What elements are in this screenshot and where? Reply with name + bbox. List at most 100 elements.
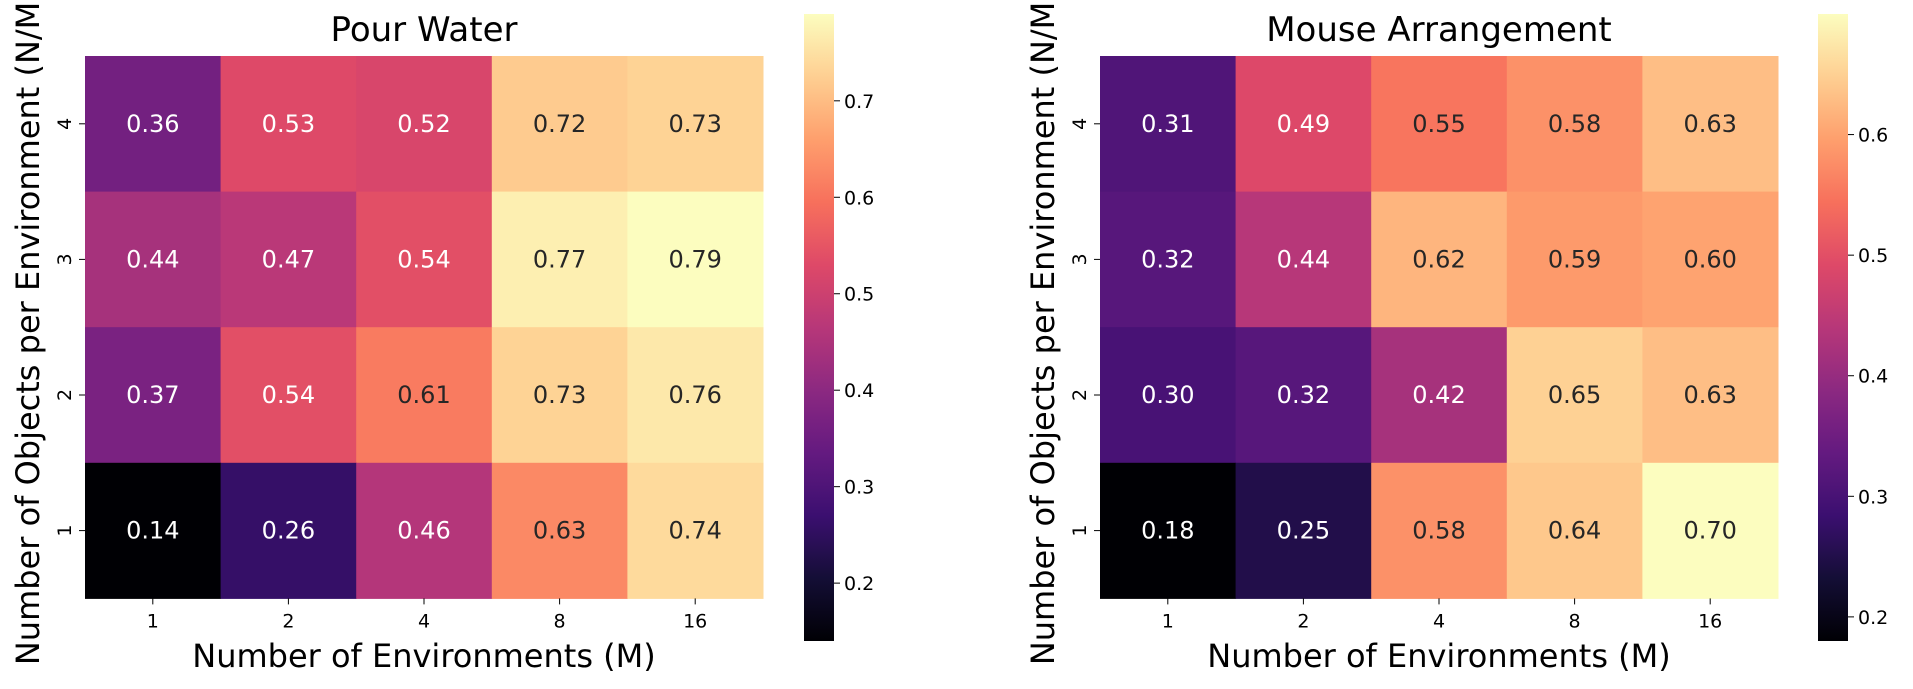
y-axis-label: Number of Objects per Environment (N/M): [1024, 0, 1062, 665]
cell-value-label: 0.37: [126, 381, 179, 409]
heatmap-cell: [1506, 56, 1643, 193]
cell-value-label: 0.52: [397, 110, 450, 138]
cell-value-label: 0.58: [1412, 517, 1465, 545]
x-tick-label: 1: [147, 610, 159, 632]
heatmap-cell: [1371, 327, 1508, 464]
heatmap-cell: [356, 191, 493, 328]
y-tick-label: 3: [1069, 253, 1091, 265]
colorbar-tick-label: 0.7: [844, 91, 874, 113]
cell-value-label: 0.63: [1683, 381, 1736, 409]
colorbar: [804, 14, 834, 641]
y-tick-label: 2: [1069, 389, 1091, 401]
heatmap-cell: [1506, 191, 1643, 328]
y-tick-label: 1: [1069, 525, 1091, 537]
cell-value-label: 0.25: [1277, 517, 1330, 545]
colorbar-tick-label: 0.5: [1858, 245, 1888, 267]
heatmap-cell: [1235, 327, 1372, 464]
colorbar-tick-label: 0.6: [844, 187, 874, 209]
cell-value-label: 0.30: [1141, 381, 1194, 409]
colorbar-tick-label: 0.3: [1858, 486, 1888, 508]
heatmap-cell: [627, 462, 764, 599]
heatmap-cell: [220, 56, 357, 193]
y-axis-label: Number of Objects per Environment (N/M): [9, 0, 47, 665]
heatmap-cell: [356, 56, 493, 193]
cell-value-label: 0.63: [533, 517, 586, 545]
cell-value-label: 0.77: [533, 245, 586, 273]
heatmap-cell: [1642, 327, 1779, 464]
cell-value-label: 0.31: [1141, 110, 1194, 138]
cell-value-label: 0.47: [262, 245, 315, 273]
heatmap-cell: [1235, 191, 1372, 328]
heatmap-cell: [1100, 327, 1237, 464]
heatmap-cell: [1371, 56, 1508, 193]
heatmap-cell: [627, 327, 764, 464]
x-tick-label: 16: [1698, 610, 1722, 632]
heatmap-cell: [1371, 462, 1508, 599]
heatmap-cell: [356, 462, 493, 599]
cell-value-label: 0.55: [1412, 110, 1465, 138]
colorbar-tick-label: 0.2: [844, 573, 874, 595]
heatmap-cell: [220, 327, 357, 464]
x-tick-label: 4: [418, 610, 430, 632]
cell-value-label: 0.70: [1683, 517, 1736, 545]
colorbar: [1818, 14, 1848, 641]
cell-value-label: 0.32: [1141, 245, 1194, 273]
cell-value-label: 0.26: [262, 517, 315, 545]
heatmap-cell: [220, 462, 357, 599]
cell-value-label: 0.14: [126, 517, 179, 545]
heatmap-cell: [1235, 56, 1372, 193]
cell-value-label: 0.73: [533, 381, 586, 409]
cell-value-label: 0.54: [397, 245, 450, 273]
heatmap-cell: [356, 327, 493, 464]
cell-value-label: 0.58: [1548, 110, 1601, 138]
x-axis-label: Number of Environments (M): [1207, 637, 1670, 675]
heatmap-cell: [1642, 56, 1779, 193]
y-tick-label: 2: [54, 389, 76, 401]
cell-value-label: 0.63: [1683, 110, 1736, 138]
heatmap-cell: [220, 191, 357, 328]
colorbar-tick-label: 0.3: [844, 477, 874, 499]
heatmap-cell: [85, 327, 222, 464]
cell-value-label: 0.54: [262, 381, 315, 409]
y-tick-label: 3: [54, 253, 76, 265]
cell-value-label: 0.60: [1683, 245, 1736, 273]
cell-value-label: 0.36: [126, 110, 179, 138]
heatmap-cell: [491, 56, 628, 193]
y-tick-label: 1: [54, 525, 76, 537]
heatmap-cell: [627, 191, 764, 328]
heatmap-cell: [85, 191, 222, 328]
cell-value-label: 0.72: [533, 110, 586, 138]
cell-value-label: 0.62: [1412, 245, 1465, 273]
cell-value-label: 0.53: [262, 110, 315, 138]
colorbar-tick-label: 0.5: [844, 284, 874, 306]
x-tick-label: 8: [554, 610, 566, 632]
cell-value-label: 0.76: [668, 381, 721, 409]
heatmap-cell: [1100, 462, 1237, 599]
heatmap-cell: [491, 327, 628, 464]
cell-value-label: 0.64: [1548, 517, 1601, 545]
heatmap-cell: [491, 462, 628, 599]
chart-title: Pour Water: [331, 10, 518, 50]
heatmap-cell: [1235, 462, 1372, 599]
colorbar-tick-label: 0.4: [844, 380, 874, 402]
cell-value-label: 0.61: [397, 381, 450, 409]
heatmap-cell: [85, 462, 222, 599]
cell-value-label: 0.18: [1141, 517, 1194, 545]
x-tick-label: 16: [683, 610, 707, 632]
cell-value-label: 0.79: [668, 245, 721, 273]
heatmap-cell: [627, 56, 764, 193]
heatmap-cell: [1100, 56, 1237, 193]
heatmap-cell: [1642, 191, 1779, 328]
cell-value-label: 0.65: [1548, 381, 1601, 409]
heatmap-cell: [1506, 327, 1643, 464]
heatmap-cell: [1642, 462, 1779, 599]
cell-value-label: 0.74: [668, 517, 721, 545]
heatmap-cell: [491, 191, 628, 328]
heatmap-cell: [1371, 191, 1508, 328]
x-tick-label: 4: [1433, 610, 1445, 632]
chart-title: Mouse Arrangement: [1266, 10, 1612, 50]
cell-value-label: 0.46: [397, 517, 450, 545]
